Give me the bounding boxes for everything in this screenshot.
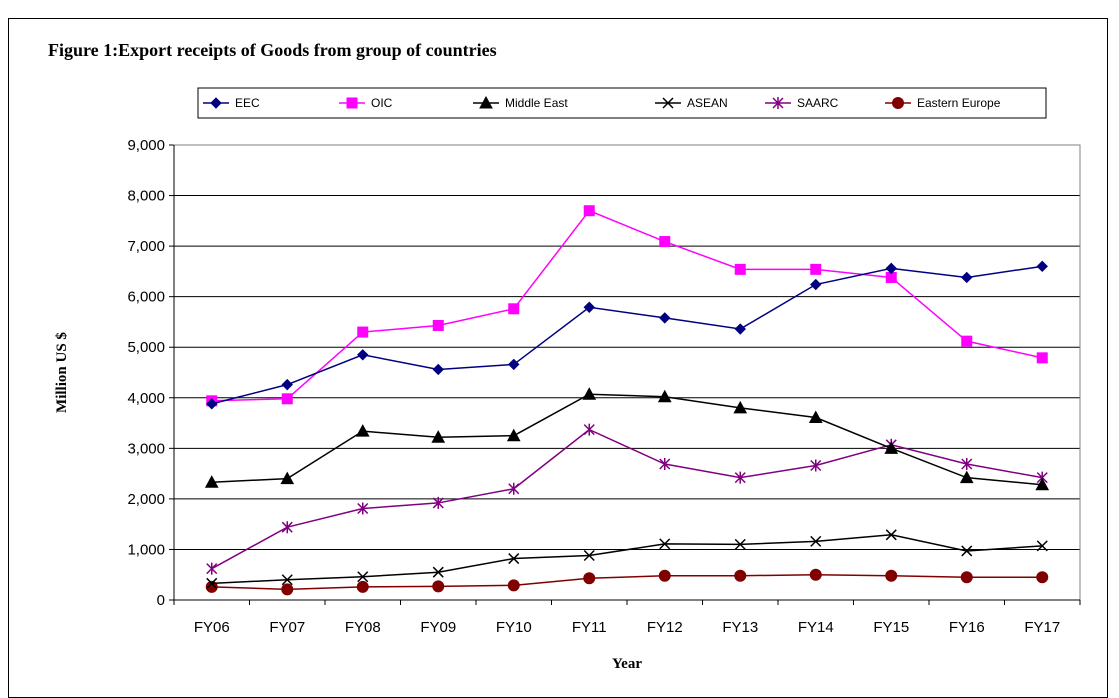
data-point-oic <box>358 327 368 337</box>
data-point-eec <box>358 350 368 360</box>
data-point-eastern-europe <box>357 581 368 592</box>
y-tick-label: 7,000 <box>127 238 165 255</box>
data-point-oic <box>962 336 972 346</box>
data-point-oic <box>509 304 519 314</box>
x-tick-label: FY12 <box>647 619 683 636</box>
data-point-eastern-europe <box>433 581 444 592</box>
data-point-eastern-europe <box>584 573 595 584</box>
x-tick-label: FY08 <box>345 619 381 636</box>
legend-label-asean: ASEAN <box>687 96 728 110</box>
data-point-eastern-europe <box>282 584 293 595</box>
data-point-eastern-europe <box>1037 572 1048 583</box>
data-point-oic <box>1037 353 1047 363</box>
x-tick-label: FY13 <box>722 619 758 636</box>
y-axis-title: Million US $ <box>54 332 70 413</box>
y-tick-label: 5,000 <box>127 339 165 356</box>
x-tick-label: FY06 <box>194 619 230 636</box>
data-point-eastern-europe <box>886 570 897 581</box>
series-line-oic <box>212 211 1043 401</box>
x-tick-label: FY10 <box>496 619 532 636</box>
data-point-middle-east <box>961 472 973 483</box>
y-tick-label: 4,000 <box>127 390 165 407</box>
y-tick-label: 1,000 <box>127 541 165 558</box>
y-tick-label: 6,000 <box>127 289 165 306</box>
data-point-eastern-europe <box>659 570 670 581</box>
series-line-middle-east <box>212 394 1043 484</box>
data-point-eastern-europe <box>961 572 972 583</box>
data-point-eec <box>811 280 821 290</box>
data-point-oic <box>660 237 670 247</box>
series-line-eastern-europe <box>212 575 1043 590</box>
x-tick-label: FY15 <box>873 619 909 636</box>
data-point-saarc <box>584 424 594 436</box>
data-point-eastern-europe <box>735 570 746 581</box>
data-point-saarc <box>282 521 292 533</box>
data-point-oic <box>811 264 821 274</box>
y-tick-label: 3,000 <box>127 440 165 457</box>
data-point-eastern-europe <box>508 580 519 591</box>
data-point-eec <box>282 380 292 390</box>
x-axis-title: Year <box>612 656 642 672</box>
data-point-eec <box>735 324 745 334</box>
x-tick-label: FY17 <box>1024 619 1060 636</box>
legend-marker-oic <box>347 98 357 108</box>
data-point-eec <box>660 313 670 323</box>
y-tick-label: 9,000 <box>127 137 165 154</box>
legend-label-eec: EEC <box>235 96 260 110</box>
data-point-eec <box>433 364 443 374</box>
data-point-saarc <box>207 563 217 575</box>
plot-area <box>174 145 1080 600</box>
series-line-eec <box>212 266 1043 404</box>
x-tick-label: FY09 <box>420 619 456 636</box>
y-tick-label: 2,000 <box>127 491 165 508</box>
x-tick-label: FY11 <box>572 619 607 636</box>
data-point-oic <box>735 264 745 274</box>
data-point-oic <box>433 320 443 330</box>
x-tick-label: FY07 <box>269 619 305 636</box>
data-point-oic <box>584 206 594 216</box>
data-point-oic <box>282 394 292 404</box>
legend-label-eastern-europe: Eastern Europe <box>917 96 1001 110</box>
y-tick-label: 0 <box>157 592 165 609</box>
data-point-eec <box>886 263 896 273</box>
data-point-eastern-europe <box>810 569 821 580</box>
data-point-middle-east <box>357 425 369 436</box>
x-tick-label: FY14 <box>798 619 834 636</box>
legend-label-saarc: SAARC <box>797 96 839 110</box>
legend-marker-eastern-europe <box>893 98 904 109</box>
legend-label-middle-east: Middle East <box>505 96 568 110</box>
data-point-eec <box>962 272 972 282</box>
data-point-eec <box>1037 261 1047 271</box>
legend-label-oic: OIC <box>371 96 393 110</box>
y-tick-label: 8,000 <box>127 188 165 205</box>
x-tick-label: FY16 <box>949 619 985 636</box>
